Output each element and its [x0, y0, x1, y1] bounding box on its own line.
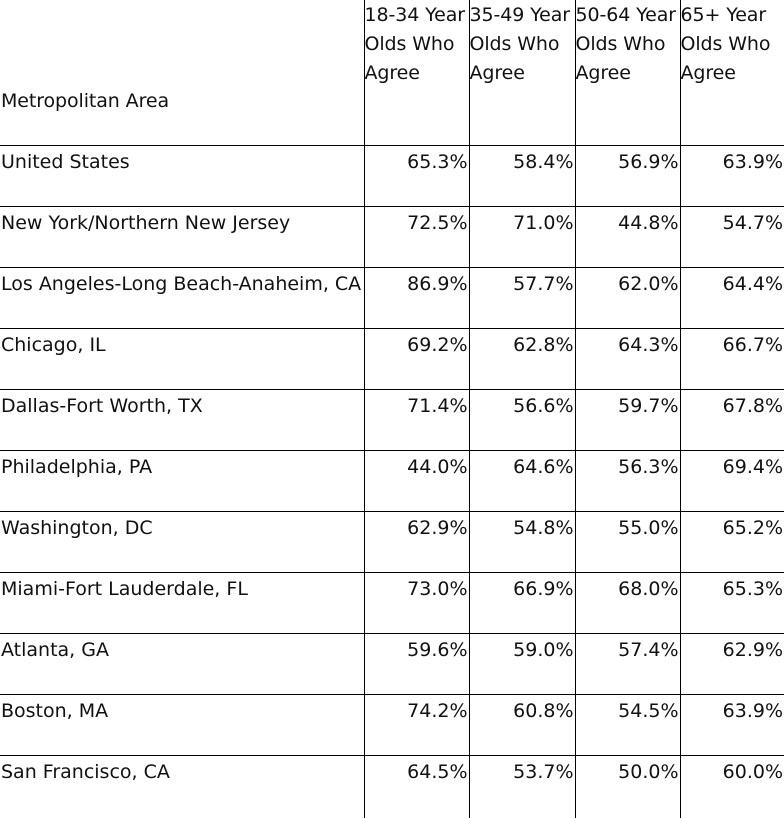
area-cell: United States	[0, 146, 364, 207]
column-header-metropolitan-area: Metropolitan Area	[0, 0, 364, 146]
header-line: Olds Who	[576, 30, 680, 59]
column-header-18-34: 18-34 Year Olds Who Agree	[364, 0, 469, 146]
value-cell: 50.0%	[575, 756, 680, 818]
area-cell: New York/Northern New Jersey	[0, 207, 364, 268]
value-cell: 59.7%	[575, 390, 680, 451]
value-cell: 73.0%	[364, 573, 469, 634]
value-cell: 62.8%	[469, 329, 575, 390]
header-line: Agree	[470, 59, 575, 88]
table-body: United States 65.3% 58.4% 56.9% 63.9% Ne…	[0, 146, 784, 818]
value-cell: 63.9%	[680, 146, 784, 207]
column-header-65-plus: 65+ Year Olds Who Agree	[680, 0, 784, 146]
header-line: Agree	[365, 59, 469, 88]
table-row: Washington, DC 62.9% 54.8% 55.0% 65.2%	[0, 512, 784, 573]
value-cell: 57.4%	[575, 634, 680, 695]
table-row: Philadelphia, PA 44.0% 64.6% 56.3% 69.4%	[0, 451, 784, 512]
column-header-35-49: 35-49 Year Olds Who Agree	[469, 0, 575, 146]
value-cell: 64.3%	[575, 329, 680, 390]
area-cell: Chicago, IL	[0, 329, 364, 390]
area-cell: Washington, DC	[0, 512, 364, 573]
table-row: Dallas-Fort Worth, TX 71.4% 56.6% 59.7% …	[0, 390, 784, 451]
header-line: Agree	[681, 59, 784, 88]
table-header: Metropolitan Area 18-34 Year Olds Who Ag…	[0, 0, 784, 146]
value-cell: 63.9%	[680, 695, 784, 756]
value-cell: 59.6%	[364, 634, 469, 695]
value-cell: 68.0%	[575, 573, 680, 634]
area-cell: San Francisco, CA	[0, 756, 364, 818]
value-cell: 74.2%	[364, 695, 469, 756]
value-cell: 66.9%	[469, 573, 575, 634]
value-cell: 58.4%	[469, 146, 575, 207]
value-cell: 62.9%	[680, 634, 784, 695]
area-cell: Miami-Fort Lauderdale, FL	[0, 573, 364, 634]
value-cell: 54.5%	[575, 695, 680, 756]
value-cell: 64.5%	[364, 756, 469, 818]
header-row: Metropolitan Area 18-34 Year Olds Who Ag…	[0, 0, 784, 146]
header-line: 50-64 Year	[576, 1, 680, 30]
header-text: Metropolitan Area	[1, 87, 364, 116]
value-cell: 62.0%	[575, 268, 680, 329]
area-cell: Dallas-Fort Worth, TX	[0, 390, 364, 451]
value-cell: 56.6%	[469, 390, 575, 451]
value-cell: 44.0%	[364, 451, 469, 512]
table-row: Miami-Fort Lauderdale, FL 73.0% 66.9% 68…	[0, 573, 784, 634]
value-cell: 71.0%	[469, 207, 575, 268]
value-cell: 55.0%	[575, 512, 680, 573]
table-row: Chicago, IL 69.2% 62.8% 64.3% 66.7%	[0, 329, 784, 390]
header-line: Agree	[576, 59, 680, 88]
column-header-50-64: 50-64 Year Olds Who Agree	[575, 0, 680, 146]
value-cell: 44.8%	[575, 207, 680, 268]
header-line: Olds Who	[470, 30, 575, 59]
table-row: United States 65.3% 58.4% 56.9% 63.9%	[0, 146, 784, 207]
value-cell: 59.0%	[469, 634, 575, 695]
area-cell: Atlanta, GA	[0, 634, 364, 695]
value-cell: 65.3%	[680, 573, 784, 634]
header-line: Olds Who	[681, 30, 784, 59]
value-cell: 67.8%	[680, 390, 784, 451]
area-cell: Boston, MA	[0, 695, 364, 756]
value-cell: 60.0%	[680, 756, 784, 818]
value-cell: 57.7%	[469, 268, 575, 329]
value-cell: 53.7%	[469, 756, 575, 818]
value-cell: 65.3%	[364, 146, 469, 207]
table-row: Boston, MA 74.2% 60.8% 54.5% 63.9%	[0, 695, 784, 756]
value-cell: 56.3%	[575, 451, 680, 512]
header-line: 35-49 Year	[470, 1, 575, 30]
value-cell: 54.8%	[469, 512, 575, 573]
value-cell: 86.9%	[364, 268, 469, 329]
value-cell: 62.9%	[364, 512, 469, 573]
header-line: 18-34 Year	[365, 1, 469, 30]
value-cell: 65.2%	[680, 512, 784, 573]
value-cell: 71.4%	[364, 390, 469, 451]
value-cell: 56.9%	[575, 146, 680, 207]
value-cell: 60.8%	[469, 695, 575, 756]
value-cell: 64.4%	[680, 268, 784, 329]
table-row: Los Angeles-Long Beach-Anaheim, CA 86.9%…	[0, 268, 784, 329]
value-cell: 69.2%	[364, 329, 469, 390]
table-row: Atlanta, GA 59.6% 59.0% 57.4% 62.9%	[0, 634, 784, 695]
area-cell: Philadelphia, PA	[0, 451, 364, 512]
value-cell: 69.4%	[680, 451, 784, 512]
value-cell: 66.7%	[680, 329, 784, 390]
header-line: 65+ Year	[681, 1, 784, 30]
area-cell: Los Angeles-Long Beach-Anaheim, CA	[0, 268, 364, 329]
header-line: Olds Who	[365, 30, 469, 59]
value-cell: 72.5%	[364, 207, 469, 268]
table-row: San Francisco, CA 64.5% 53.7% 50.0% 60.0…	[0, 756, 784, 818]
data-table-container: Metropolitan Area 18-34 Year Olds Who Ag…	[0, 0, 784, 768]
table-row: New York/Northern New Jersey 72.5% 71.0%…	[0, 207, 784, 268]
value-cell: 64.6%	[469, 451, 575, 512]
value-cell: 54.7%	[680, 207, 784, 268]
